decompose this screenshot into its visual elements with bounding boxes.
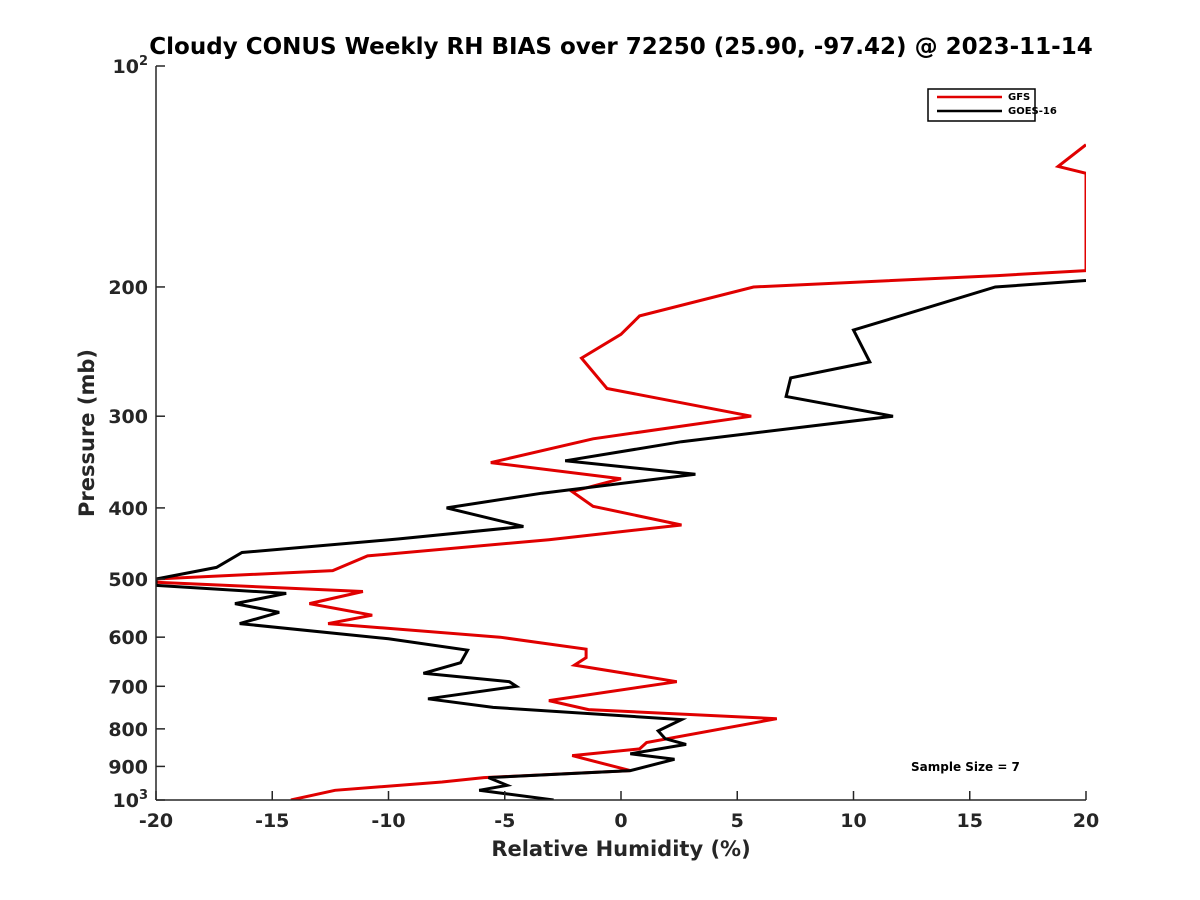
legend-label-goes16: GOES-16 — [1008, 106, 1057, 117]
y-tick-label: 103 — [113, 788, 149, 812]
y-tick-label: 400 — [108, 498, 148, 520]
chart-title: Cloudy CONUS Weekly RH BIAS over 72250 (… — [149, 34, 1092, 60]
x-tick-label: 15 — [957, 810, 983, 832]
legend-box — [927, 88, 1036, 122]
y-tick-label: 102 — [113, 54, 149, 78]
x-tick-label: -5 — [494, 810, 515, 832]
y-tick-label: 200 — [108, 277, 148, 299]
series-line-goes16 — [156, 279, 1086, 800]
y-tick-label: 700 — [108, 676, 148, 698]
plot-area — [156, 66, 1086, 800]
y-tick-label: 900 — [108, 756, 148, 778]
x-tick-label: -20 — [139, 810, 173, 832]
legend-label-gfs: GFS — [1008, 92, 1030, 103]
x-tick-label: 10 — [840, 810, 866, 832]
x-tick-label: 0 — [614, 810, 627, 832]
y-tick-label: 800 — [108, 719, 148, 741]
series-line-gfs — [156, 143, 1086, 800]
y-axis-label: Pressure (mb) — [75, 349, 99, 517]
legend: GFS GOES-16 — [927, 88, 1057, 122]
y-tick-label: 300 — [108, 406, 148, 428]
x-axis-label: Relative Humidity (%) — [491, 837, 750, 861]
x-tick-label: 5 — [731, 810, 744, 832]
axes-layer: -20 -15 -10 -5 0 5 10 15 20 102 200 300 400 500 600 700… — [108, 54, 1099, 832]
x-tick-label: 20 — [1073, 810, 1099, 832]
y-tick-label: 600 — [108, 627, 148, 649]
sample-size-annotation: Sample Size = 7 — [911, 760, 1020, 774]
x-tick-label: -10 — [371, 810, 405, 832]
y-tick-label: 500 — [108, 569, 148, 591]
series-layer — [156, 143, 1086, 800]
x-tick-label: -15 — [255, 810, 289, 832]
